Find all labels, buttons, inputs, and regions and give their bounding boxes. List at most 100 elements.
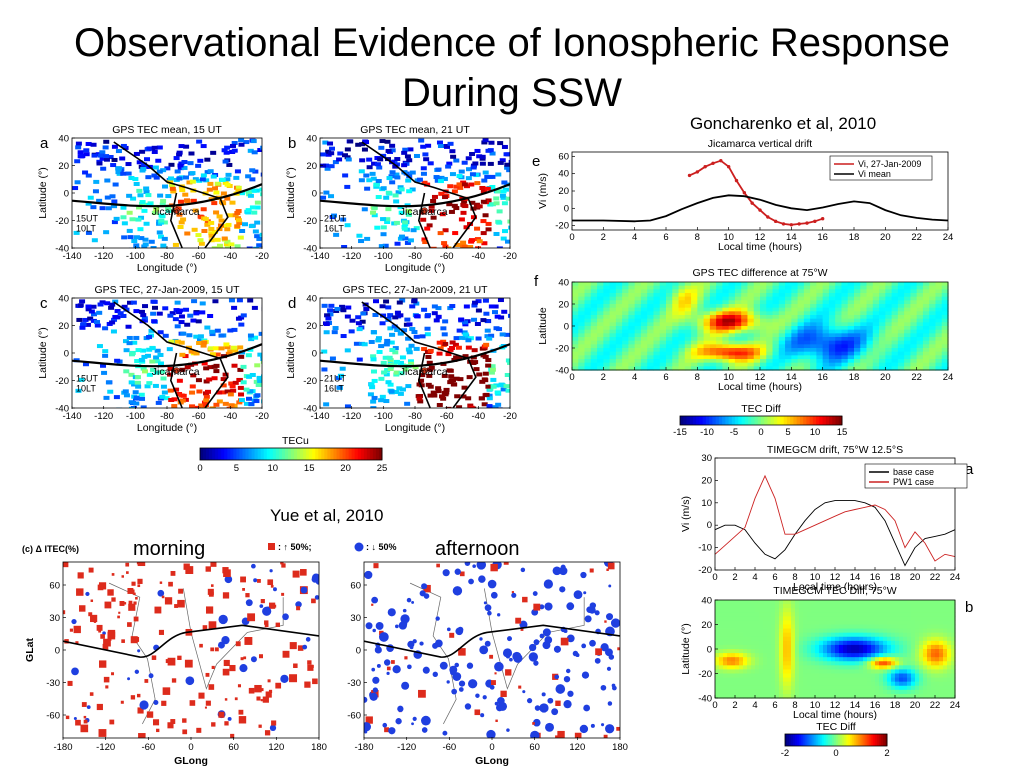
heat-cell bbox=[859, 681, 864, 687]
heat-cell bbox=[903, 669, 908, 675]
heat-cell bbox=[799, 661, 804, 666]
heat-cell bbox=[795, 685, 800, 691]
tec-cell bbox=[109, 194, 116, 199]
heat-cell bbox=[772, 322, 780, 327]
heat-cell bbox=[684, 315, 692, 320]
tec-cell bbox=[227, 349, 234, 354]
heat-cell bbox=[931, 620, 936, 626]
tec-cell bbox=[483, 342, 490, 347]
heat-cell bbox=[653, 326, 661, 331]
heat-cell bbox=[803, 616, 808, 622]
heat-cell bbox=[715, 644, 720, 650]
map-x-tick: -120 bbox=[342, 411, 361, 422]
heat-cell bbox=[734, 348, 742, 353]
increase-marker bbox=[174, 604, 178, 608]
heat-cell bbox=[653, 340, 661, 345]
heat-cell bbox=[815, 620, 820, 626]
heat-cell bbox=[887, 649, 892, 654]
heat-cell bbox=[854, 333, 861, 338]
tec-cell bbox=[75, 145, 82, 150]
heat-cell bbox=[929, 315, 937, 320]
tec-cell bbox=[126, 193, 133, 198]
tec-cell bbox=[359, 319, 366, 324]
tec-cell bbox=[212, 229, 219, 234]
map-x-tick: -60 bbox=[440, 411, 454, 422]
tec-cell bbox=[156, 311, 163, 316]
heat-cell bbox=[615, 289, 623, 294]
series-point bbox=[742, 191, 747, 195]
tec-cell bbox=[399, 298, 406, 303]
heat-cell bbox=[628, 293, 636, 298]
heat-cell bbox=[709, 285, 717, 290]
tec-cell bbox=[481, 377, 488, 382]
heat-cell bbox=[759, 681, 764, 687]
heat-cell bbox=[803, 348, 811, 353]
heat-cell bbox=[778, 326, 786, 331]
heat-cell bbox=[860, 362, 868, 367]
heat-cell bbox=[715, 649, 720, 654]
heat-cell bbox=[766, 337, 774, 342]
heat-cell bbox=[916, 333, 924, 338]
heat-cell bbox=[807, 600, 812, 605]
heat-cell bbox=[763, 640, 768, 646]
tec-cell bbox=[404, 317, 411, 322]
tec-cell bbox=[128, 352, 135, 357]
heat-cell bbox=[640, 329, 648, 334]
tec-cell bbox=[90, 318, 97, 323]
heat-cell bbox=[622, 293, 629, 298]
heat-cell bbox=[791, 632, 796, 638]
tec-cell bbox=[259, 232, 262, 237]
x-tick-label: 2 bbox=[601, 372, 606, 383]
tec-cell bbox=[370, 354, 377, 359]
heat-cell bbox=[828, 344, 836, 349]
heat-cell bbox=[939, 600, 944, 605]
tec-cell bbox=[232, 348, 239, 353]
tec-cell bbox=[470, 165, 477, 170]
heat-cell bbox=[785, 307, 792, 312]
tec-cell bbox=[145, 193, 152, 198]
colorbar-cell bbox=[854, 734, 857, 746]
heat-cell bbox=[941, 296, 949, 301]
tec-cell bbox=[99, 156, 106, 161]
tec-cell bbox=[382, 355, 389, 360]
heat-cell bbox=[891, 285, 899, 290]
heat-cell bbox=[666, 289, 673, 294]
increase-marker bbox=[96, 703, 103, 711]
heat-cell bbox=[715, 677, 720, 683]
heat-cell bbox=[947, 636, 952, 642]
x-tick-label: 14 bbox=[850, 700, 861, 711]
colorbar-cell bbox=[372, 448, 377, 460]
heat-cell bbox=[609, 359, 617, 364]
tec-cell bbox=[495, 402, 502, 407]
heat-cell bbox=[803, 649, 808, 654]
tec-cell bbox=[425, 143, 432, 148]
heat-cell bbox=[943, 693, 948, 699]
heat-cell bbox=[915, 677, 920, 683]
tec-cell bbox=[208, 231, 215, 236]
heat-cell bbox=[891, 289, 899, 294]
tec-cell bbox=[169, 183, 176, 188]
heat-cell bbox=[855, 608, 860, 613]
heat-cell bbox=[747, 344, 755, 349]
heat-cell bbox=[841, 318, 849, 323]
heat-cell bbox=[759, 624, 764, 630]
heat-cell bbox=[872, 307, 880, 312]
heat-cell bbox=[939, 689, 944, 695]
heat-cell bbox=[628, 318, 636, 323]
tec-cell bbox=[159, 394, 166, 399]
tec-cell bbox=[480, 318, 487, 323]
heat-cell bbox=[722, 344, 730, 349]
tec-cell bbox=[149, 346, 156, 351]
heat-cell bbox=[735, 653, 740, 658]
tec-cell bbox=[461, 330, 468, 335]
increase-marker bbox=[100, 634, 105, 639]
increase-marker bbox=[196, 727, 202, 733]
tec-cell bbox=[494, 314, 501, 319]
heat-cell bbox=[584, 304, 592, 309]
heat-cell bbox=[731, 604, 736, 609]
tec-cell bbox=[331, 330, 338, 335]
heat-cell bbox=[916, 293, 924, 298]
colorbar-cell bbox=[209, 448, 213, 460]
tec-cell bbox=[111, 144, 118, 149]
tec-cell bbox=[125, 162, 132, 167]
